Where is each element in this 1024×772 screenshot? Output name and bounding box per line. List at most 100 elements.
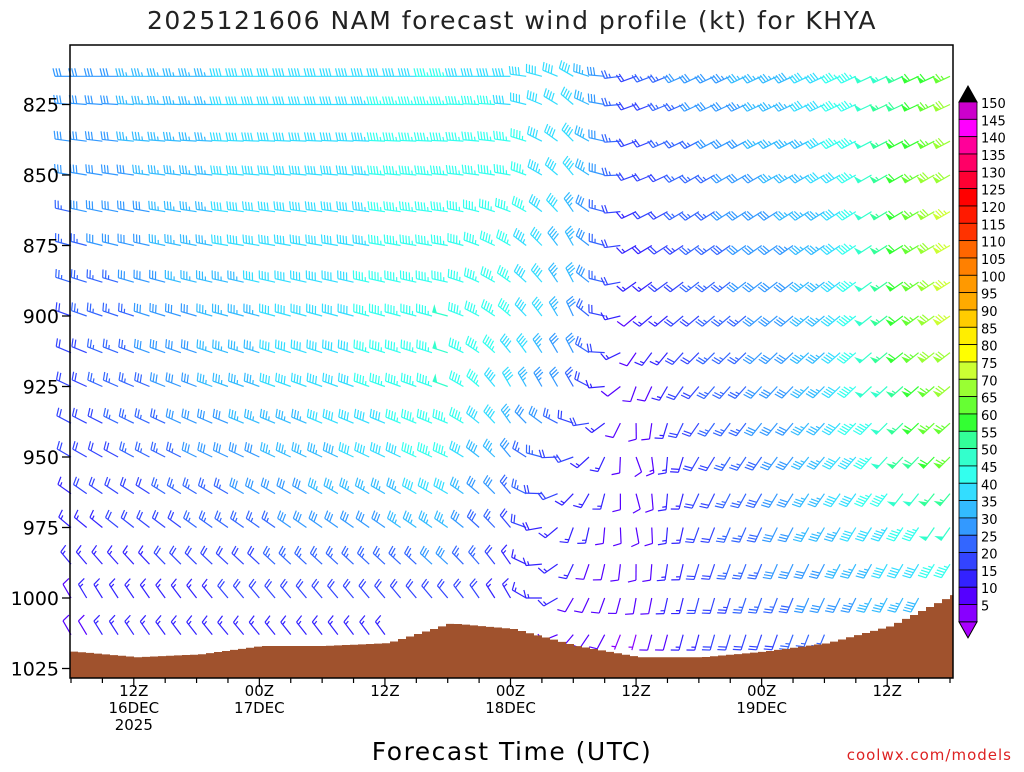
barb-feather	[298, 133, 300, 141]
barb-feather	[149, 201, 150, 209]
barb-feather	[210, 97, 212, 105]
wind-barb	[485, 368, 496, 387]
barb-half-feather	[817, 532, 821, 533]
wind-barb	[431, 234, 447, 245]
barb-feather	[503, 132, 504, 140]
barb-feather	[405, 479, 407, 487]
barb-feather	[826, 461, 833, 465]
barb-feather	[343, 236, 344, 244]
barb-feather	[454, 304, 455, 312]
barb-half-feather	[720, 430, 724, 432]
barb-feather	[282, 481, 284, 489]
wind-barb	[385, 304, 400, 316]
wind-barb	[747, 564, 761, 579]
barb-feather	[358, 133, 360, 141]
barb-feather	[326, 374, 327, 382]
barb-feather	[133, 201, 134, 209]
wind-barb	[414, 132, 432, 141]
wind-barb	[901, 140, 919, 149]
wind-barb	[218, 579, 228, 598]
wind-barb	[405, 546, 417, 564]
barb-feather	[243, 201, 244, 209]
barb-feather	[545, 124, 548, 132]
barb-feather	[581, 268, 584, 276]
wind-barb	[837, 353, 856, 364]
barb-feather	[288, 68, 290, 76]
barb-half-feather	[913, 529, 917, 530]
barb-feather	[872, 501, 880, 504]
barb-half-feather	[768, 176, 771, 179]
barb-feather	[88, 339, 89, 347]
wind-barb	[109, 615, 118, 634]
barb-feather	[379, 446, 381, 454]
barb-feather	[433, 132, 435, 140]
barb-feather	[203, 341, 204, 349]
barb-feather	[828, 605, 836, 607]
barb-feather	[263, 443, 265, 451]
wind-barb	[229, 409, 244, 423]
barb-feather	[329, 411, 330, 419]
barb-feather	[543, 62, 544, 70]
barb-half-feather	[650, 470, 654, 472]
barb-half-feather	[300, 416, 301, 420]
wind-barb	[483, 439, 495, 457]
barb-feather	[471, 373, 475, 380]
barb-feather	[809, 576, 817, 578]
barb-feather	[148, 132, 149, 140]
wind-barb	[433, 374, 448, 387]
barb-feather	[345, 68, 347, 76]
wind-barb	[732, 564, 746, 579]
wind-barb	[56, 269, 71, 282]
barb-feather	[185, 443, 187, 451]
barb-feather	[872, 536, 880, 539]
barb-feather	[576, 579, 584, 580]
barb-feather	[282, 68, 284, 76]
barb-feather	[473, 341, 476, 349]
barb-feather	[275, 340, 276, 348]
barb-feather	[452, 96, 454, 104]
barb-feather	[229, 442, 231, 450]
barb-feather	[543, 408, 545, 416]
wind-barb	[494, 164, 510, 175]
wind-barb	[182, 409, 197, 424]
wind-barb	[528, 159, 542, 175]
wind-barb	[125, 615, 134, 634]
barb-feather	[487, 132, 488, 140]
barb-feather	[780, 534, 788, 536]
barb-feather	[470, 303, 472, 311]
wind-barb	[934, 564, 950, 578]
barb-feather	[433, 166, 434, 174]
barb-half-feather	[944, 566, 948, 567]
barb-feather	[888, 536, 896, 539]
barb-half-feather	[283, 621, 286, 624]
wind-barb	[103, 269, 118, 282]
wind-barb	[323, 373, 338, 387]
wind-barb	[228, 270, 244, 282]
barb-feather	[746, 505, 754, 507]
barb-half-feather	[736, 429, 740, 431]
wind-barb	[446, 165, 463, 175]
barb-flag	[870, 429, 879, 435]
wind-barb	[748, 635, 761, 650]
barb-feather	[359, 512, 362, 520]
wind-barb	[308, 442, 323, 457]
barb-feather	[511, 514, 512, 522]
wind-barb	[668, 423, 683, 437]
wind-barb	[398, 97, 416, 105]
barb-feather	[308, 442, 310, 450]
wind-barb	[919, 528, 935, 541]
wind-barb	[306, 270, 322, 282]
barb-feather	[437, 512, 440, 520]
barb-feather	[451, 68, 453, 76]
barb-feather	[300, 342, 301, 350]
barb-feather	[279, 68, 281, 76]
barb-feather	[376, 133, 378, 141]
barb-feather	[266, 133, 268, 141]
barb-half-feather	[554, 273, 557, 276]
wind-barb	[822, 387, 840, 398]
wind-barb	[465, 301, 479, 316]
barb-half-feather	[428, 418, 429, 422]
barb-feather	[234, 341, 235, 349]
barb-feather	[717, 538, 725, 539]
barb-feather	[493, 68, 495, 76]
